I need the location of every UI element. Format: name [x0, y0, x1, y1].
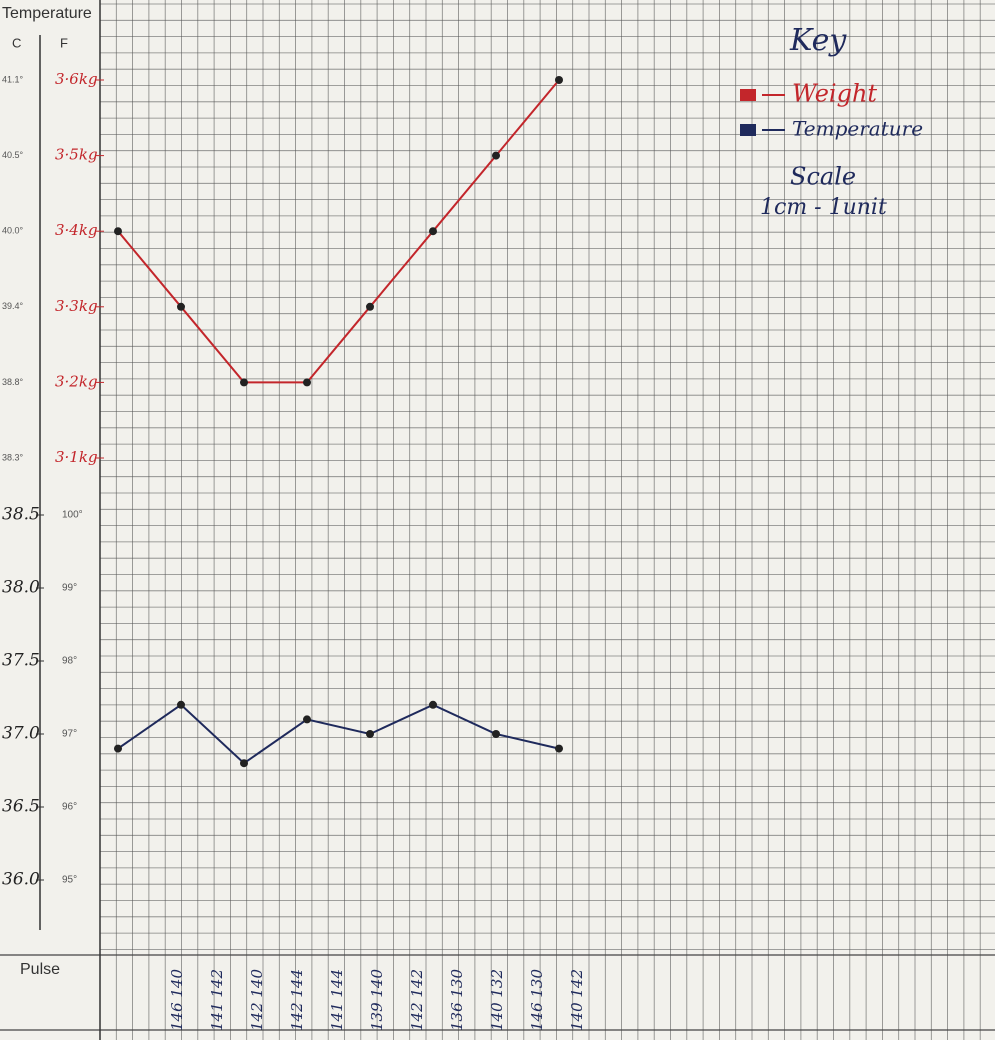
data-point: [177, 302, 185, 311]
y-tick-label: 3·5kg: [55, 146, 98, 164]
legend-label: Weight: [792, 80, 877, 108]
data-point: [429, 700, 437, 709]
sheet-header: Temperature: [2, 5, 92, 22]
pulse-value: 142 142: [408, 969, 426, 1031]
y-tick-label: 3·6kg: [55, 70, 98, 88]
printed-c-tick: 40.0°: [2, 226, 24, 236]
pulse-value: 146 140: [168, 969, 186, 1031]
legend-swatch: [740, 89, 756, 101]
data-point: [555, 744, 563, 753]
data-point: [303, 715, 311, 724]
printed-c-tick: 41.1°: [2, 74, 24, 84]
data-point: [366, 730, 374, 738]
y2-tick-label: 36.0: [2, 870, 40, 890]
y2-tick-label: 37.5: [2, 651, 40, 671]
data-point: [492, 151, 500, 160]
y2-tick-label: 37.0: [2, 724, 40, 744]
key-title: Key: [789, 23, 847, 58]
printed-f-tick: 100°: [62, 510, 83, 521]
series-line: [117, 79, 560, 384]
printed-f-tick: 98°: [62, 656, 77, 667]
y-tick-label: 3·4kg: [55, 221, 98, 239]
pulse-value: 142 140: [248, 969, 266, 1031]
printed-c-tick: 39.4°: [2, 301, 24, 311]
y2-tick-label: 36.5: [2, 797, 40, 817]
printed-c-tick: 40.5°: [2, 150, 24, 160]
data-point: [114, 227, 122, 236]
pulse-value: 141 144: [328, 969, 346, 1031]
data-point: [429, 227, 437, 236]
printed-c-tick: 38.8°: [2, 377, 24, 387]
data-point: [114, 744, 122, 753]
pulse-value: 142 144: [288, 969, 306, 1031]
y-tick-label: 3·1kg: [55, 448, 98, 466]
printed-f-tick: 96°: [62, 802, 77, 813]
legend-swatch: [740, 124, 756, 136]
data-point: [303, 378, 311, 387]
pulse-value: 141 142: [208, 969, 226, 1031]
data-point: [555, 76, 563, 84]
pulse-label: Pulse: [20, 961, 60, 978]
data-point: [240, 759, 248, 768]
y-tick-label: 3·3kg: [55, 297, 98, 315]
pulse-value: 140 132: [488, 969, 506, 1031]
pulse-value: 136 130: [448, 969, 466, 1031]
legend-label: Temperature: [792, 117, 923, 141]
f-label: F: [60, 35, 68, 50]
printed-f-tick: 95°: [62, 875, 77, 886]
pulse-value: 139 140: [368, 969, 386, 1031]
pulse-value: 140 142: [568, 969, 586, 1031]
data-point: [240, 378, 248, 387]
printed-f-tick: 99°: [62, 583, 77, 594]
c-label: C: [12, 35, 21, 50]
scale-title: Scale: [790, 163, 856, 191]
printed-c-tick: 38.3°: [2, 452, 24, 462]
series-line: [117, 703, 560, 765]
data-point: [366, 302, 374, 311]
data-point: [177, 700, 185, 709]
printed-f-tick: 97°: [62, 729, 77, 740]
y2-tick-label: 38.5: [2, 505, 40, 525]
y2-tick-label: 38.0: [2, 578, 40, 598]
y-tick-label: 3·2kg: [55, 372, 98, 390]
pulse-value: 146 130: [528, 969, 546, 1031]
scale-text: 1cm - 1unit: [760, 195, 887, 220]
data-point: [492, 730, 500, 738]
